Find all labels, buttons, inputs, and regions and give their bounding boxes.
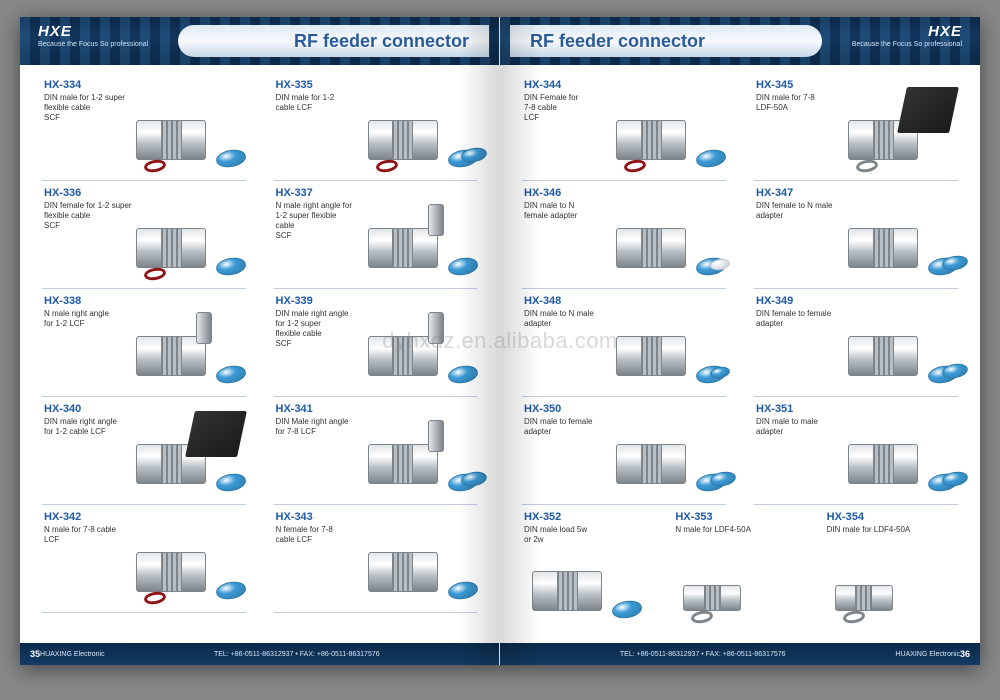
product-image	[130, 299, 244, 390]
product-cell: HX-336DIN female for 1-2 super flexible …	[42, 181, 246, 289]
brand-logo: HXE	[928, 23, 962, 40]
product-image	[829, 533, 956, 625]
brand-tagline: Because the Focus So professional	[852, 41, 962, 48]
product-image	[842, 83, 956, 174]
product-image	[130, 515, 244, 606]
product-cell: HX-334DIN male for 1-2 super flexible ca…	[42, 73, 246, 181]
product-image	[610, 407, 724, 498]
footer-contact: TEL: +86-0511-86312937 • FAX: +86-0511-8…	[105, 651, 489, 658]
product-image	[842, 407, 956, 498]
product-cell: HX-343N female for 7-8 cable LCF	[274, 505, 478, 613]
product-image	[677, 533, 804, 625]
product-model: HX-352	[524, 511, 653, 523]
page-right: HXE Because the Focus So professional RF…	[500, 17, 980, 665]
footer-right: TEL: +86-0511-86312937 • FAX: +86-0511-8…	[500, 643, 980, 665]
product-cell: HX-340DIN male right angle for 1-2 cable…	[42, 397, 246, 505]
brand-logo: HXE	[38, 23, 148, 40]
product-image	[362, 407, 476, 498]
product-image	[610, 299, 724, 390]
product-cell: HX-352DIN male load 5w or 2w	[522, 505, 655, 631]
product-cell: HX-350DIN male to female adapter	[522, 397, 726, 505]
product-cell: HX-344DIN Female for 7-8 cable LCF	[522, 73, 726, 181]
page-title-left: RF feeder connector	[294, 31, 469, 52]
footer-contact: TEL: +86-0511-86312937 • FAX: +86-0511-8…	[510, 651, 895, 658]
product-cell: HX-341DIN Male right angle for 7-8 LCF	[274, 397, 478, 505]
product-image	[610, 191, 724, 282]
product-image	[130, 83, 244, 174]
bottom-row: HX-352DIN male load 5w or 2wHX-353N male…	[522, 505, 958, 631]
product-image	[526, 533, 653, 625]
product-cell: HX-349DIN female to female adapter	[754, 289, 958, 397]
product-cell: HX-354DIN male for LDF4-50A	[825, 505, 958, 631]
product-cell: HX-347DIN female to N male adapter	[754, 181, 958, 289]
page-number-left: 35	[30, 649, 40, 659]
header-left: HXE Because the Focus So professional RF…	[20, 17, 499, 65]
catalog-spread: HXE Because the Focus So professional RF…	[20, 17, 980, 665]
product-grid-right: HX-344DIN Female for 7-8 cable LCF HX-345…	[500, 65, 980, 643]
product-model: HX-354	[827, 511, 956, 523]
product-cell: HX-348DIN male to N male adapter	[522, 289, 726, 397]
product-cell: HX-339DIN male right angle for 1-2 super…	[274, 289, 478, 397]
product-cell: HX-345DIN male for 7-8 LDF-50A	[754, 73, 958, 181]
product-image	[610, 83, 724, 174]
footer-company: HUAXING Electronic	[895, 651, 960, 658]
product-cell: HX-337N male right angle for 1-2 super f…	[274, 181, 478, 289]
product-image	[362, 299, 476, 390]
product-image	[842, 299, 956, 390]
product-cell: HX-338N male right angle for 1-2 LCF	[42, 289, 246, 397]
page-title-right: RF feeder connector	[530, 31, 705, 52]
product-image	[130, 407, 244, 498]
product-grid-left: HX-334DIN male for 1-2 super flexible ca…	[20, 65, 499, 643]
product-cell: HX-342N male for 7-8 cable LCF	[42, 505, 246, 613]
product-cell: HX-353N male for LDF4-50A	[673, 505, 806, 631]
product-image	[362, 83, 476, 174]
product-model: HX-353	[675, 511, 804, 523]
footer-left: 35 HUAXING Electronic TEL: +86-0511-8631…	[20, 643, 499, 665]
product-cell: HX-335DIN male for 1-2 cable LCF	[274, 73, 478, 181]
product-cell: HX-351DIN male to male adapter	[754, 397, 958, 505]
page-left: HXE Because the Focus So professional RF…	[20, 17, 500, 665]
brand-left: HXE Because the Focus So professional	[38, 23, 148, 48]
brand-right: HXE Because the Focus So professional	[852, 23, 962, 48]
product-image	[362, 191, 476, 282]
product-image	[842, 191, 956, 282]
header-right: HXE Because the Focus So professional RF…	[500, 17, 980, 65]
brand-tagline: Because the Focus So professional	[38, 41, 148, 48]
product-cell: HX-346DIN male to N female adapter	[522, 181, 726, 289]
product-image	[130, 191, 244, 282]
footer-company: HUAXING Electronic	[40, 651, 105, 658]
page-number-right: 36	[960, 649, 970, 659]
product-image	[362, 515, 476, 606]
